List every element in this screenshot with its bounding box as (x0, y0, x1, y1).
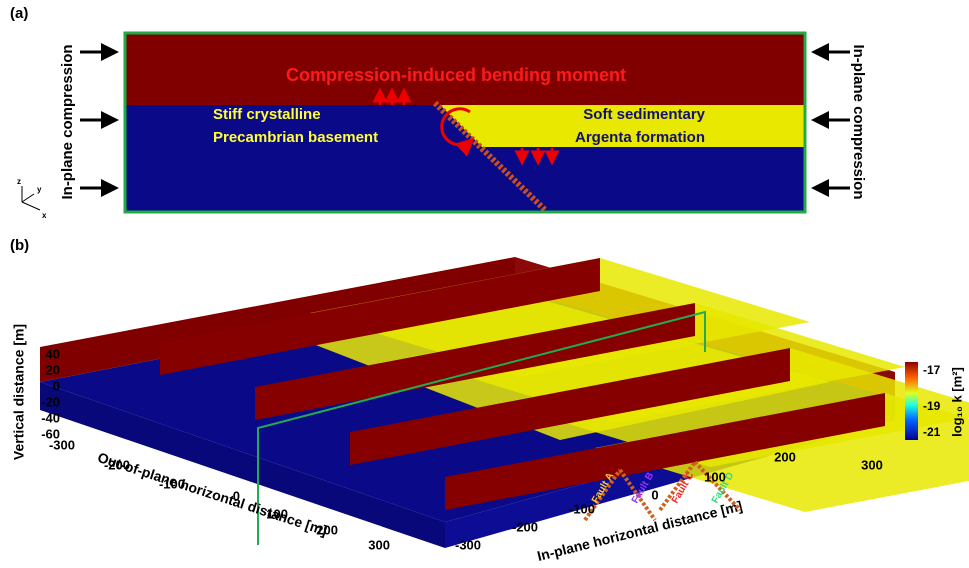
y-tick-label: -300 (455, 537, 481, 552)
side-label: In-plane compression (850, 44, 867, 199)
z-tick-label: 20 (46, 362, 60, 377)
y-tick-label: 300 (861, 457, 883, 472)
y-tick-label: -200 (512, 519, 538, 534)
x-tick-label: 300 (368, 537, 390, 552)
y-tick-label: -100 (569, 501, 595, 516)
axis-letter: z (17, 177, 21, 186)
side-label: In-plane compression (59, 44, 76, 199)
x-tick-label: 100 (266, 506, 288, 521)
colorbar-tick: -21 (923, 425, 941, 439)
y-tick-label: 200 (774, 449, 796, 464)
colorbar-label: log₁₀ k [m²] (949, 367, 964, 437)
z-tick-label: 40 (46, 346, 60, 361)
moment-label: Compression-induced bending moment (286, 65, 626, 85)
figure: (a) In-plane compression In-plane compre… (0, 0, 969, 568)
colorbar-tick: -17 (923, 363, 941, 377)
x-tick-label: -100 (159, 476, 185, 491)
x-tick-label: 0 (233, 488, 240, 503)
x-tick-label: -200 (104, 457, 130, 472)
colorbar-tick: -19 (923, 399, 941, 413)
layer-label: Soft sedimentary (583, 106, 705, 123)
layer-label: Stiff crystalline (213, 106, 321, 123)
z-tick-label: -20 (41, 394, 60, 409)
y-tick-label: 0 (651, 487, 658, 502)
layer-label: Argenta formation (575, 129, 705, 146)
model-3d (40, 257, 969, 548)
layer-label: Precambrian basement (213, 129, 378, 146)
x-tick-label: 200 (316, 522, 338, 537)
x-tick-label: -300 (49, 437, 75, 452)
z-tick-label: -40 (41, 410, 60, 425)
z-tick-label: 0 (53, 378, 60, 393)
axis-letter: x (42, 211, 47, 220)
y-tick-label: 100 (704, 469, 726, 484)
colorbar (905, 362, 918, 440)
panel-label: (a) (10, 5, 28, 22)
axis-letter: y (37, 185, 42, 194)
panel-label: (b) (10, 237, 29, 254)
axis-label: Vertical distance [m] (11, 324, 27, 460)
